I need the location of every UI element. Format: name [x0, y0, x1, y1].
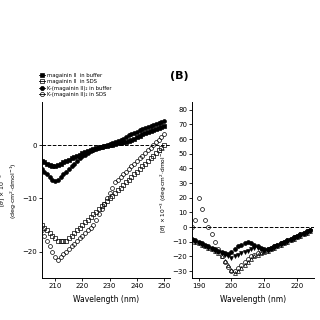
Text: (B): (B) [170, 71, 189, 81]
Legend: magainin II  in buffer, magainin II  in SDS, K-(magainin II)₂ in buffer, K-(maga: magainin II in buffer, magainin II in SD… [38, 72, 113, 98]
Y-axis label: [$\theta$] × 10$^{-3}$
(deg·cm$^2$·dmol$^{-1}$): [$\theta$] × 10$^{-3}$ (deg·cm$^2$·dmol$… [0, 162, 19, 219]
X-axis label: Wavelength (nm): Wavelength (nm) [73, 295, 139, 304]
Y-axis label: [$\theta$] × 10$^{-3}$ (deg·cm$^2$·dmol$^{-1}$): [$\theta$] × 10$^{-3}$ (deg·cm$^2$·dmol$… [159, 148, 170, 233]
X-axis label: Wavelength (nm): Wavelength (nm) [220, 295, 286, 304]
